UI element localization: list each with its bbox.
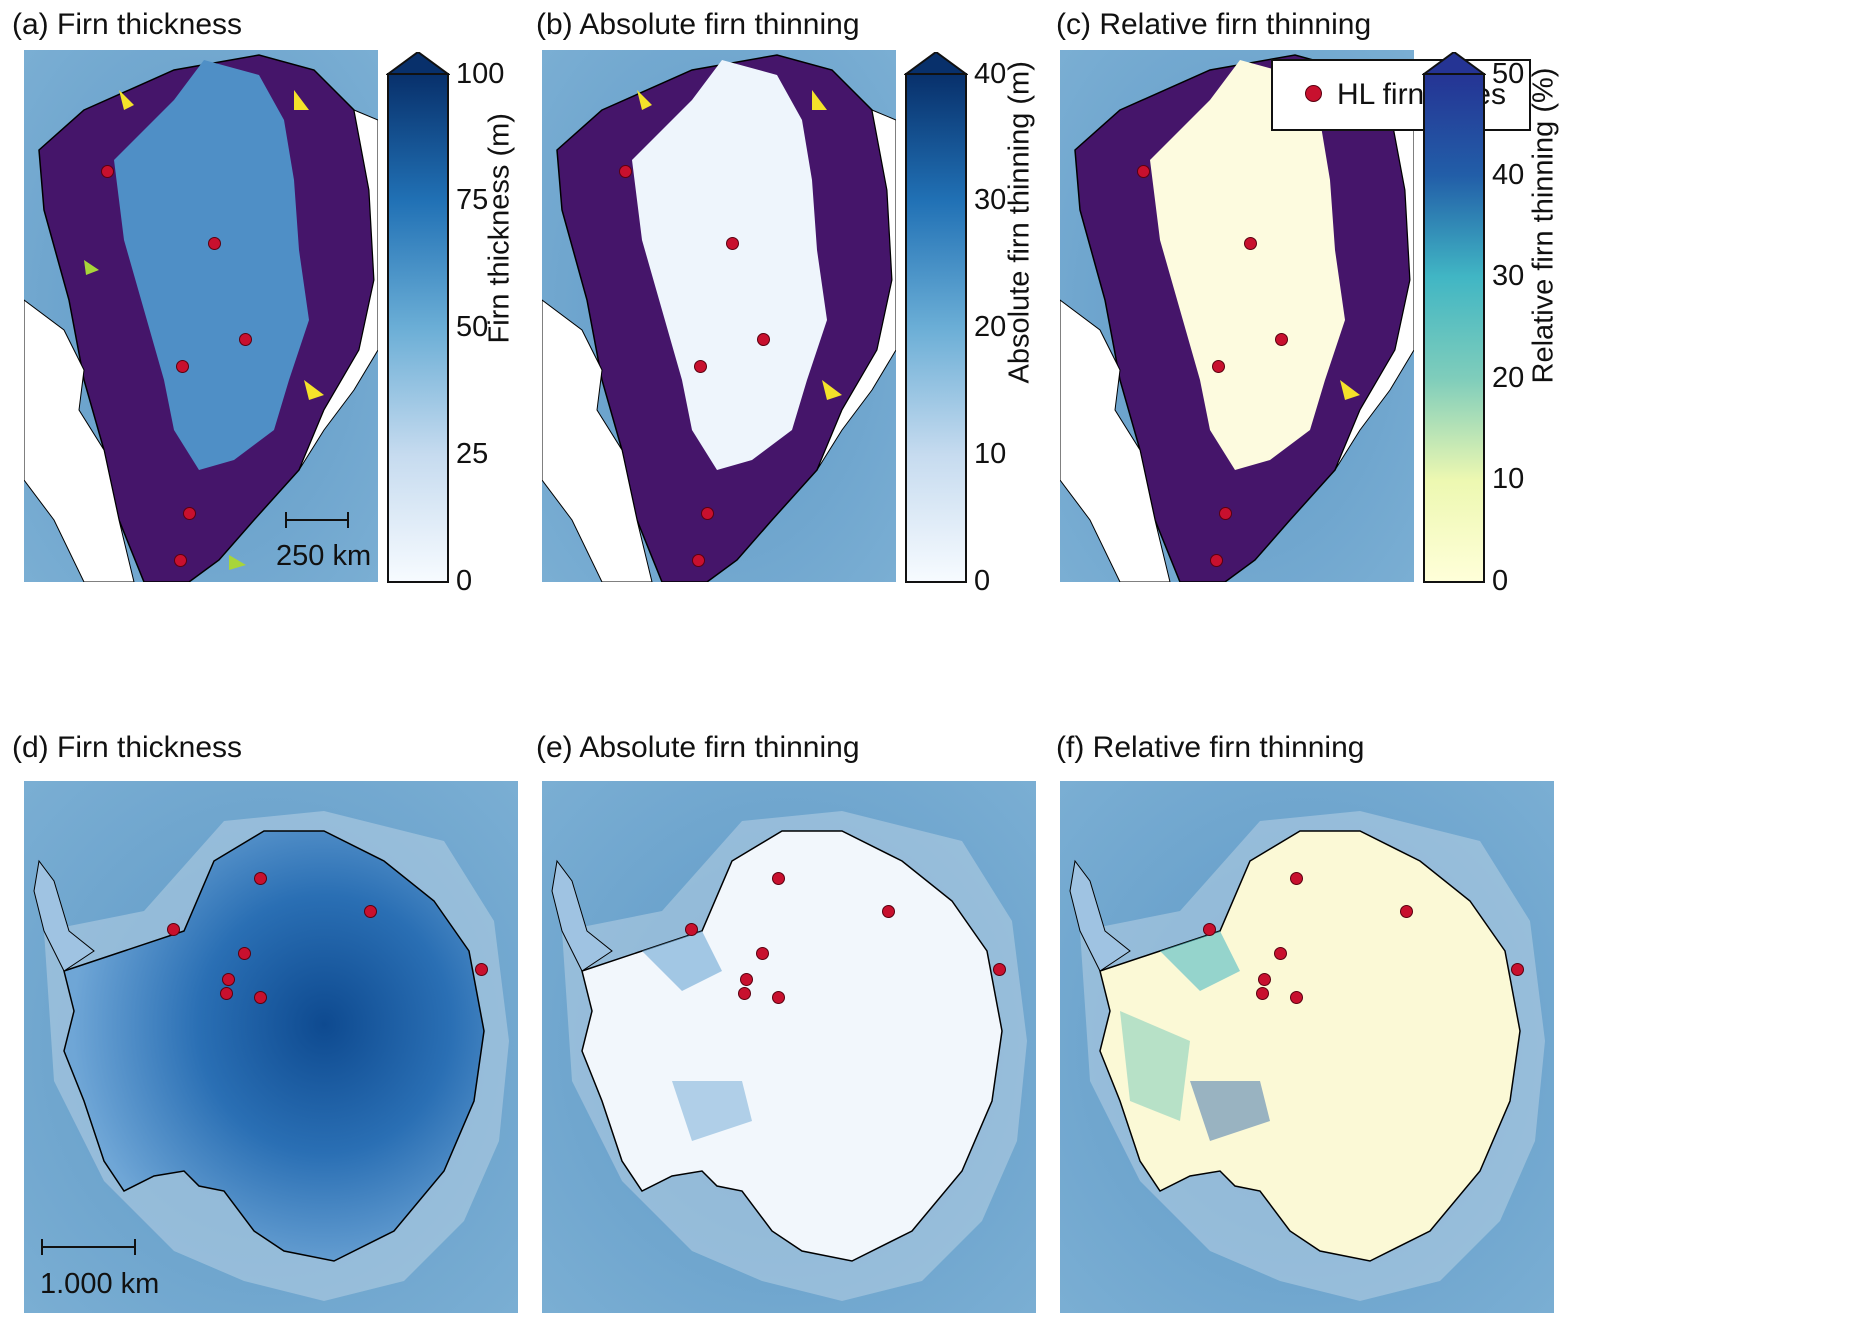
core-d1	[254, 872, 267, 885]
greenland-land-east	[298, 109, 378, 471]
outlet-glacier	[304, 380, 324, 400]
core-d4	[238, 947, 251, 960]
colorbar-b-tick-0: 0	[974, 565, 991, 597]
colorbar-c-tick-50: 50	[1492, 58, 1525, 90]
colorbar-c-label: Relative firn thinning (%)	[1527, 67, 1560, 384]
core-c6	[1210, 554, 1223, 567]
scale-bar-greenland: 250 km	[276, 540, 372, 572]
core-f3	[1203, 923, 1216, 936]
core-e8	[993, 963, 1006, 976]
panel-a-map: 250 km	[24, 50, 378, 582]
core-c1	[1137, 165, 1150, 178]
core-b5	[701, 507, 714, 520]
core-e2	[882, 905, 895, 918]
core-e4	[756, 947, 769, 960]
core-f7	[1290, 991, 1303, 1004]
colorbar-a-tick-100: 100	[456, 58, 505, 90]
colorbar-c	[1422, 52, 1486, 583]
legend-marker	[1305, 85, 1322, 102]
panel-b-map	[542, 50, 896, 582]
colorbar-b	[904, 52, 968, 583]
core-f8	[1511, 963, 1524, 976]
colorbar-a-tick-50: 50	[456, 311, 489, 343]
core-f5	[1258, 973, 1271, 986]
core-e5	[740, 973, 753, 986]
greenland-land-west	[24, 299, 135, 582]
core-a2	[208, 237, 221, 250]
core-f2	[1400, 905, 1413, 918]
core-c2	[1244, 237, 1257, 250]
colorbar-b-tick-20: 20	[974, 311, 1007, 343]
core-f4	[1274, 947, 1287, 960]
colorbar-c-tick-20: 20	[1492, 362, 1525, 394]
panel-d-map: 1.000 km	[24, 781, 518, 1313]
panel-b-title: (b) Absolute firn thinning	[536, 8, 860, 41]
panel-e-title: (e) Absolute firn thinning	[536, 731, 860, 764]
colorbar-b-tick-10: 10	[974, 438, 1007, 470]
core-e3	[685, 923, 698, 936]
core-d6	[220, 987, 233, 1000]
panel-d-title: (d) Firn thickness	[12, 731, 243, 764]
colorbar-c-tick-40: 40	[1492, 159, 1525, 191]
colorbar-a-label: Firn thickness (m)	[483, 113, 516, 344]
colorbar-a-tick-0: 0	[456, 565, 473, 597]
greenland-ice	[114, 60, 309, 470]
core-e1	[772, 872, 785, 885]
core-e7	[772, 991, 785, 1004]
colorbar-b-label: Absolute firn thinning (m)	[1003, 61, 1036, 384]
colorbar-a-tick-75: 75	[456, 184, 489, 216]
colorbar-c-tick-0: 0	[1492, 565, 1509, 597]
colorbar-c-tick-10: 10	[1492, 463, 1525, 495]
core-d7	[254, 991, 267, 1004]
core-d3	[167, 923, 180, 936]
panel-c-map	[1060, 50, 1414, 582]
scale-bar-antarctica: 1.000 km	[40, 1268, 160, 1300]
core-b2	[726, 237, 739, 250]
core-a6	[174, 554, 187, 567]
colorbar-b-tick-40: 40	[974, 58, 1007, 90]
colorbar-a	[386, 52, 450, 583]
panel-c-title: (c) Relative firn thinning	[1056, 8, 1372, 41]
core-b4	[694, 360, 707, 373]
antarctica-ice	[63, 830, 485, 1262]
core-f1	[1290, 872, 1303, 885]
core-b1	[619, 165, 632, 178]
core-d2	[364, 905, 377, 918]
core-d5	[222, 973, 235, 986]
core-b3	[757, 333, 770, 346]
core-e6	[738, 987, 751, 1000]
core-a5	[183, 507, 196, 520]
core-b6	[692, 554, 705, 567]
core-c3	[1275, 333, 1288, 346]
core-f6	[1256, 987, 1269, 1000]
panel-f-map	[1060, 781, 1554, 1313]
antarctic-peninsula	[33, 859, 95, 972]
core-c4	[1212, 360, 1225, 373]
core-a3	[239, 333, 252, 346]
panel-e-map	[542, 781, 1036, 1313]
core-d8	[475, 963, 488, 976]
panel-f-title: (f) Relative firn thinning	[1056, 731, 1365, 764]
colorbar-a-tick-25: 25	[456, 438, 489, 470]
core-c5	[1219, 507, 1232, 520]
colorbar-b-tick-30: 30	[974, 184, 1007, 216]
core-a1	[101, 165, 114, 178]
colorbar-c-tick-30: 30	[1492, 260, 1525, 292]
panel-a-title: (a) Firn thickness	[12, 8, 243, 41]
core-a4	[176, 360, 189, 373]
